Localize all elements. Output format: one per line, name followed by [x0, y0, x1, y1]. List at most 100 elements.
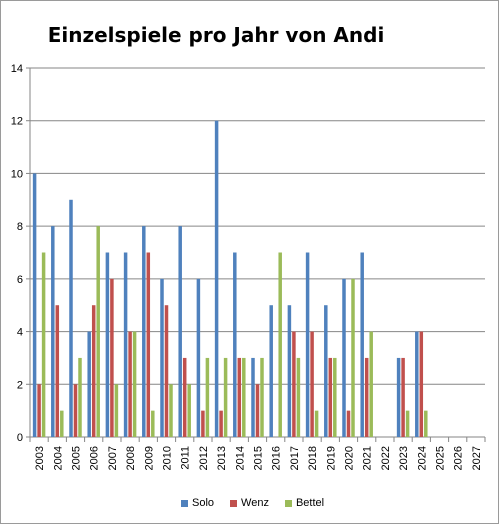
bar-solo-2015	[251, 357, 255, 437]
bar-bettel-2011	[187, 384, 191, 437]
x-tick-label-2012: 2012	[198, 446, 210, 470]
x-tick-label-2020: 2020	[344, 446, 356, 470]
x-tick-label-2003: 2003	[34, 446, 46, 470]
x-tick-label-2016: 2016	[271, 446, 283, 470]
bar-bettel-2013	[223, 357, 228, 437]
bar-bettel-2020	[351, 278, 355, 437]
bar-solo-2014	[233, 252, 237, 437]
x-tick-label-2005: 2005	[71, 446, 83, 470]
x-tick-label-2008: 2008	[125, 446, 137, 470]
x-tick-label-2024: 2024	[416, 446, 428, 470]
legend-label-wenz: Wenz	[241, 497, 269, 509]
bar-solo-2007	[105, 252, 110, 437]
x-tick-label-2018: 2018	[307, 446, 319, 470]
bar-solo-2003	[32, 173, 37, 437]
bar-wenz-2015	[255, 384, 260, 437]
bar-bettel-2015	[260, 357, 264, 437]
x-tick-label-2023: 2023	[398, 446, 410, 470]
chart-title: Einzelspiele pro Jahr von Andi	[47, 23, 385, 47]
bar-wenz-2013	[219, 410, 223, 437]
bar-bettel-2003	[41, 252, 46, 437]
legend-item-bettel: Bettel	[284, 497, 325, 509]
bar-wenz-2007	[110, 278, 114, 437]
x-tick-label-2025: 2025	[435, 446, 447, 470]
bar-solo-2018	[305, 252, 310, 437]
bar-solo-2017	[287, 305, 292, 437]
bar-bettel-2009	[151, 410, 155, 437]
x-tick-label-2015: 2015	[253, 446, 265, 470]
y-tick-label-12: 12	[11, 116, 23, 128]
legend: Solo Wenz Bettel	[181, 497, 324, 509]
legend-item-solo: Solo	[181, 497, 214, 509]
bar-wenz-2011	[182, 357, 187, 437]
legend-label-bettel: Bettel	[295, 497, 325, 509]
bar-wenz-2012	[201, 410, 205, 437]
bar-solo-2021	[360, 252, 364, 437]
x-tick-label-2013: 2013	[216, 446, 228, 470]
legend-swatch-wenz	[230, 499, 238, 507]
x-tick-label-2017: 2017	[289, 446, 301, 470]
bar-wenz-2018	[310, 331, 314, 437]
x-tick-label-2027: 2027	[471, 446, 483, 470]
bar-wenz-2005	[73, 384, 78, 437]
x-tick-label-2010: 2010	[162, 446, 174, 470]
bar-bettel-2019	[333, 357, 337, 437]
bar-wenz-2024	[419, 331, 424, 437]
bar-bettel-2021	[369, 331, 373, 437]
bar-bettel-2005	[78, 357, 82, 437]
legend-item-wenz: Wenz	[230, 497, 269, 509]
x-tick-label-2009: 2009	[143, 446, 155, 470]
bar-solo-2008	[123, 252, 128, 437]
legend-label-solo: Solo	[192, 497, 215, 509]
x-tick-label-2011: 2011	[180, 446, 192, 470]
y-tick-label-6: 6	[17, 274, 23, 286]
bar-solo-2009	[142, 226, 146, 437]
x-tick-label-2022: 2022	[380, 446, 392, 470]
bar-wenz-2020	[346, 410, 351, 437]
x-tick-label-2006: 2006	[89, 446, 101, 470]
bar-wenz-2010	[164, 305, 169, 437]
bar-bettel-2018	[314, 410, 319, 437]
y-tick-label-4: 4	[17, 327, 23, 339]
y-tick-label-2: 2	[17, 379, 23, 391]
bar-solo-2024	[415, 331, 419, 437]
bar-bettel-2006	[96, 226, 100, 437]
bar-wenz-2014	[237, 357, 242, 437]
bar-bettel-2012	[205, 357, 210, 437]
bar-solo-2012	[196, 278, 201, 437]
bar-bettel-2010	[169, 384, 173, 437]
bar-wenz-2023	[401, 357, 405, 437]
x-tick-label-2004: 2004	[52, 446, 64, 470]
bar-bettel-2016	[278, 252, 282, 437]
bar-solo-2020	[342, 278, 346, 437]
bar-wenz-2003	[37, 384, 41, 437]
bar-wenz-2006	[91, 305, 96, 437]
bar-bettel-2023	[405, 410, 410, 437]
bar-wenz-2019	[328, 357, 333, 437]
bar-solo-2023	[396, 357, 401, 437]
y-tick-label-0: 0	[17, 432, 23, 444]
bar-wenz-2009	[146, 252, 151, 437]
y-tick-label-8: 8	[17, 221, 23, 233]
bar-solo-2011	[178, 226, 182, 437]
bar-wenz-2004	[55, 305, 60, 437]
bar-bettel-2007	[114, 384, 119, 437]
bar-bettel-2017	[296, 357, 301, 437]
x-tick-label-2007: 2007	[107, 446, 119, 470]
bar-solo-2016	[269, 305, 273, 437]
legend-swatch-solo	[181, 499, 188, 507]
bar-solo-2005	[69, 199, 73, 437]
x-tick-label-2019: 2019	[325, 446, 337, 470]
bar-wenz-2017	[292, 331, 296, 437]
bar-wenz-2021	[364, 357, 369, 437]
y-tick-label-14: 14	[11, 63, 23, 75]
bar-solo-2013	[214, 120, 219, 437]
bar-bettel-2014	[242, 357, 246, 437]
x-tick-label-2026: 2026	[453, 446, 465, 470]
bar-solo-2006	[87, 331, 91, 437]
bar-bettel-2008	[132, 331, 137, 437]
bar-solo-2004	[51, 226, 55, 437]
x-tick-label-2021: 2021	[362, 446, 374, 470]
